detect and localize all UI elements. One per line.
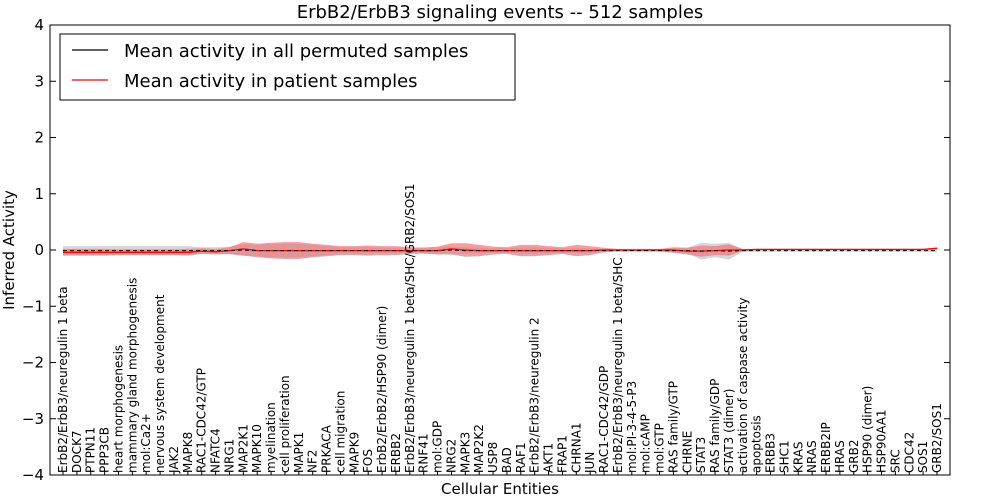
x-tick-label: cell proliferation — [278, 375, 292, 473]
x-tick-label: mol:cAMP — [639, 414, 653, 473]
x-tick-label: myelination — [264, 402, 278, 473]
x-tick-label: MAPK1 — [292, 432, 306, 473]
y-tick-label: 2 — [34, 129, 44, 147]
x-tick-label: GRB2 — [847, 439, 861, 473]
x-tick-label: ErbB2/ErbB2/HSP90 (dimer) — [375, 306, 389, 473]
x-tick-label: NRAS — [805, 440, 819, 473]
x-tick-label: PRKACA — [320, 424, 334, 473]
y-tick-label: −3 — [22, 410, 44, 428]
x-tick-label: cell migration — [334, 391, 348, 473]
x-tick-label: heart morphogenesis — [112, 345, 126, 473]
line-series-0 — [63, 249, 937, 252]
x-tick-label: ErbB2/ErbB3/neuregulin 1 beta — [56, 286, 70, 473]
chart-title: ErbB2/ErbB3 signaling events -- 512 samp… — [297, 2, 704, 23]
x-tick-label: JUN — [583, 452, 597, 474]
x-tick-label: SHC1 — [777, 440, 791, 473]
x-axis-label: Cellular Entities — [441, 480, 559, 498]
x-tick-label: NFATC4 — [209, 428, 223, 473]
x-tick-label: mol:GTP — [653, 423, 667, 473]
x-tick-label: BAD — [500, 447, 514, 473]
x-tick-label: RAS family/GDP — [708, 379, 722, 473]
x-tick-label: mol:GDP — [431, 421, 445, 473]
x-tick-label: RAF1 — [514, 442, 528, 473]
x-tick-label: SRC — [888, 449, 902, 473]
y-tick-label: −1 — [22, 297, 44, 315]
x-tick-label: ErbB2/ErbB3/neuregulin 1 beta/SHC/GRB2/S… — [403, 183, 417, 473]
x-tick-label: ErbB2/ErbB3/neuregulin 2 — [528, 317, 542, 473]
x-tick-label: RAC1-CDC42/GTP — [195, 368, 209, 473]
x-tick-label: CHRNE — [680, 431, 694, 473]
x-tick-label: NRG2 — [444, 439, 458, 473]
x-tick-label: AKT1 — [542, 443, 556, 473]
x-tick-label: NRG1 — [223, 439, 237, 473]
x-tick-label: STAT3 (dimer) — [722, 389, 736, 473]
x-tick-label: MAPK3 — [458, 432, 472, 473]
y-tick-label: 4 — [34, 16, 44, 34]
x-tick-label: apoptosis — [750, 415, 764, 473]
x-tick-label: KRAS — [791, 441, 805, 473]
x-tick-label: HRAS — [833, 440, 847, 473]
x-tick-label: FOS — [361, 449, 375, 473]
legend-label-permuted: Mean activity in all permuted samples — [124, 41, 468, 62]
x-tick-label: FRAP1 — [555, 435, 569, 473]
x-tick-label: HSP90AA1 — [875, 409, 889, 473]
mean-lines — [63, 247, 938, 253]
x-tick-label: mol:PI-3-4-5-P3 — [625, 381, 639, 473]
x-tick-label: RAS family/GTP — [666, 381, 680, 473]
x-tick-label: mammary gland morphogenesis — [125, 278, 139, 473]
x-tick-label: RAC1-CDC42/GDP — [597, 366, 611, 473]
plot-frame — [49, 24, 951, 476]
x-tick-label: ERBB2IP — [819, 422, 833, 473]
y-tick-label: −4 — [22, 466, 44, 484]
y-axis-label: Inferred Activity — [0, 190, 18, 310]
x-tick-label: JAK2 — [167, 446, 181, 474]
x-tick-label: PTPN11 — [84, 427, 98, 473]
x-tick-label: CHRNA1 — [569, 422, 583, 473]
x-tick-label: RNF41 — [417, 434, 431, 474]
x-tick-label: ERBB3 — [764, 433, 778, 473]
legend-box — [59, 33, 516, 101]
y-tick-label: 3 — [34, 72, 44, 90]
x-tick-label: MAP2K2 — [472, 424, 486, 473]
x-tick-label: MAPK8 — [181, 432, 195, 473]
x-tick-label: activation of caspase activity — [736, 298, 750, 473]
x-tick-label: PPP3CB — [98, 427, 112, 473]
x-tick-label: STAT3 — [694, 437, 708, 473]
x-tick-label: HSP90 (dimer) — [861, 386, 875, 473]
x-tick-label: NF2 — [306, 449, 320, 473]
x-tick-label: nervous system development — [153, 294, 167, 473]
y-tick-label: 1 — [34, 185, 44, 203]
x-tick-label: MAPK9 — [347, 432, 361, 473]
x-axis: ErbB2/ErbB3/neuregulin 1 beta DOCK7 PTPN11… — [56, 183, 944, 475]
x-tick-label: MAPK10 — [250, 424, 264, 473]
y-tick-label: 0 — [34, 241, 44, 259]
x-tick-label: MAP2K1 — [236, 424, 250, 473]
legend-label-patient: Mean activity in patient samples — [124, 71, 418, 92]
x-tick-label: SOS1 — [916, 441, 930, 473]
legend: Mean activity in all permuted samples Me… — [59, 33, 516, 101]
x-tick-label: ErbB2/ErbB3/neuregulin 1 beta/SHC — [611, 257, 625, 473]
y-axis: 4 3 2 1 0 −1 −2 −3 −4 — [22, 16, 950, 484]
x-tick-label: mol:Ca2+ — [139, 413, 153, 473]
x-tick-label: CDC42 — [902, 432, 916, 473]
y-tick-label: −2 — [22, 354, 44, 372]
x-tick-label: USP8 — [486, 442, 500, 473]
x-tick-label: DOCK7 — [70, 430, 84, 473]
x-tick-label: GRB2/SOS1 — [930, 403, 944, 473]
x-tick-label: ERBB2 — [389, 433, 403, 473]
